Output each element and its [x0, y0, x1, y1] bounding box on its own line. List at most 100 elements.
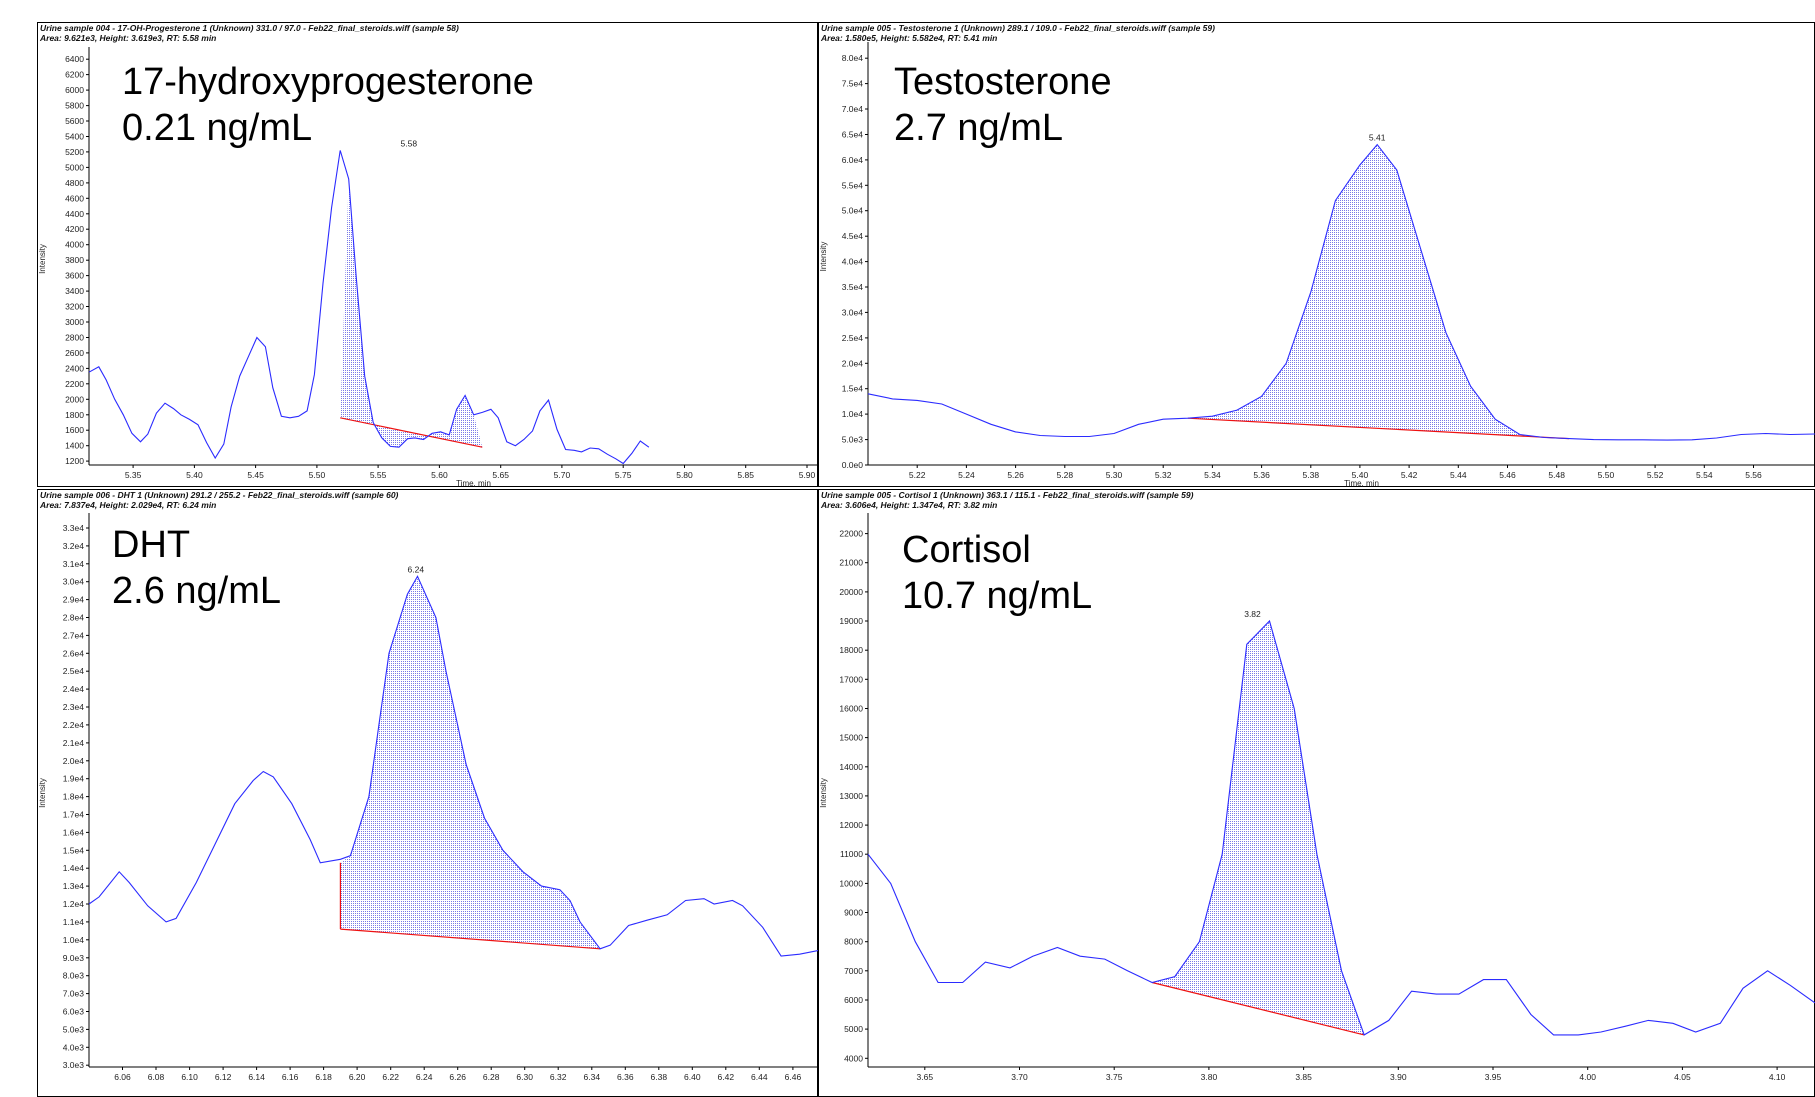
x-tick-label: 3.85 [1295, 1072, 1312, 1082]
x-tick-label: 6.18 [315, 1072, 332, 1082]
y-tick-label: 2200 [65, 379, 84, 389]
chromatogram-trace [867, 143, 1815, 441]
y-tick-label: 9.0e3 [63, 953, 85, 963]
peak-area [1152, 621, 1365, 1035]
analyte-concentration: 10.7 ng/mL [902, 575, 1093, 617]
x-tick-label: 5.90 [799, 470, 816, 480]
y-axis-title: Intensity [819, 778, 828, 808]
analyte-annotation: 17-hydroxyprogesterone 0.21 ng/mL [122, 59, 534, 151]
x-tick-label: 5.45 [247, 470, 264, 480]
x-tick-label: 4.05 [1674, 1072, 1691, 1082]
y-tick-label: 12000 [839, 820, 863, 830]
x-tick-label: 6.14 [248, 1072, 265, 1082]
y-tick-label: 5400 [65, 132, 84, 142]
y-tick-label: 11000 [840, 849, 863, 859]
y-tick-label: 6000 [844, 995, 863, 1005]
y-tick-label: 3800 [65, 255, 84, 265]
chromatogram-trace [88, 150, 650, 465]
y-tick-label: 2800 [65, 333, 84, 343]
y-tick-label: 18000 [839, 645, 863, 655]
x-tick-label: 6.36 [617, 1072, 634, 1082]
y-tick-label: 4400 [65, 209, 84, 219]
chart-svg-dht: 3.0e3 4.0e3 5.0e3 6.0e3 7.0e3 8.0e3 9.0e3 1.0e4… [37, 489, 818, 1097]
y-tick-label: 19000 [839, 616, 863, 626]
analyte-name: Testosterone [894, 61, 1112, 103]
y-tick-label: 0.0e0 [842, 460, 864, 470]
y-tick-label: 3600 [65, 271, 84, 281]
x-tick-label: 5.40 [186, 470, 203, 480]
y-tick-label: 2.7e4 [63, 630, 85, 640]
y-tick-label: 5000 [65, 162, 84, 172]
x-tick-label: 5.80 [676, 470, 693, 480]
analyte-annotation: Testosterone 2.7 ng/mL [894, 59, 1112, 151]
x-tick-label: 5.75 [615, 470, 632, 480]
y-tick-label: 2.6e4 [63, 648, 85, 658]
chart-svg-17ohp: 1200 1400 1600 1800 2000 2200 2400 2600 2800 3000… [37, 22, 818, 487]
chart-header-line2: Area: 1.580e5, Height: 5.582e4, RT: 5.41… [821, 33, 998, 43]
y-tick-label: 15000 [839, 733, 863, 743]
x-tick-label: 6.08 [148, 1072, 165, 1082]
x-tick-label: 5.52 [1647, 470, 1664, 480]
x-tick-label: 6.40 [684, 1072, 701, 1082]
x-tick-label: 6.32 [550, 1072, 567, 1082]
chromatogram-trace [88, 575, 818, 957]
peak-rt-label: 6.24 [408, 564, 425, 574]
y-tick-label: 6.0e3 [63, 1007, 85, 1017]
y-tick-label: 2.4e4 [63, 684, 85, 694]
y-tick-label: 21000 [839, 558, 863, 568]
x-tick-label: 3.80 [1201, 1072, 1218, 1082]
x-tick-label: 6.46 [785, 1072, 802, 1082]
panel-frame [37, 22, 818, 487]
y-tick-label: 1800 [65, 410, 84, 420]
x-tick-label: 6.22 [382, 1072, 399, 1082]
y-tick-label: 6400 [65, 54, 84, 64]
y-tick-label: 10000 [839, 878, 863, 888]
x-tick-label: 5.24 [958, 470, 975, 480]
chromatogram-trace [867, 619, 1815, 1036]
analyte-concentration: 2.6 ng/mL [112, 570, 281, 612]
peak-rt-label: 5.41 [1369, 133, 1386, 143]
chart-panel-cortisol: 4000 5000 6000 7000 8000 9000 10000 11000 12000 1… [818, 489, 1815, 1097]
y-tick-label: 8.0e4 [842, 53, 864, 63]
y-tick-label: 2.2e4 [63, 720, 85, 730]
x-tick-label: 3.65 [917, 1072, 934, 1082]
chart-header-line2: Area: 3.606e4, Height: 1.347e4, RT: 3.82… [821, 500, 998, 510]
x-tick-label: 5.40 [1352, 470, 1369, 480]
y-tick-label: 2400 [65, 363, 84, 373]
y-tick-label: 2.0e4 [842, 358, 864, 368]
x-tick-label: 5.50 [309, 470, 326, 480]
y-tick-label: 3.0e4 [842, 307, 864, 317]
y-tick-label: 7.0e3 [63, 989, 85, 999]
x-tick-label: 3.90 [1390, 1072, 1407, 1082]
x-tick-label: 5.56 [1745, 470, 1762, 480]
y-tick-label: 2000 [65, 394, 84, 404]
y-tick-label: 17000 [839, 674, 863, 684]
chart-svg-testosterone: 0.0e0 5.0e3 1.0e4 1.5e4 2.0e4 2.5e4 3.0e4 3.5e4… [818, 22, 1815, 487]
x-tick-label: 4.10 [1769, 1072, 1786, 1082]
x-tick-label: 6.16 [282, 1072, 299, 1082]
y-tick-label: 5000 [844, 1024, 863, 1034]
chart-header-line1: Urine sample 004 - 17-OH-Progesterone 1 … [40, 23, 459, 33]
y-tick-label: 1.6e4 [63, 827, 85, 837]
y-tick-label: 2.9e4 [63, 595, 85, 605]
y-tick-label: 1.5e4 [63, 845, 85, 855]
y-tick-label: 1.0e4 [842, 409, 864, 419]
chart-panel-testosterone: 0.0e0 5.0e3 1.0e4 1.5e4 2.0e4 2.5e4 3.0e4 3.5e4… [818, 22, 1815, 487]
y-tick-label: 1.4e4 [63, 863, 85, 873]
y-tick-label: 2.5e4 [63, 666, 85, 676]
y-tick-label: 3.0e3 [63, 1060, 85, 1070]
chart-header-line1: Urine sample 006 - DHT 1 (Unknown) 291.2… [40, 490, 399, 500]
x-tick-label: 5.22 [909, 470, 926, 480]
y-tick-label: 4200 [65, 224, 84, 234]
y-tick-label: 5600 [65, 116, 84, 126]
y-tick-label: 4000 [844, 1053, 863, 1063]
y-tick-label: 5.0e3 [842, 435, 864, 445]
y-tick-label: 1.8e4 [63, 792, 85, 802]
y-tick-label: 5200 [65, 147, 84, 157]
y-axis-title: Intensity [819, 242, 828, 272]
peak-area [1187, 144, 1569, 439]
y-tick-label: 1.2e4 [63, 899, 85, 909]
integration-baseline [1151, 981, 1365, 1036]
analyte-name: DHT [112, 524, 191, 566]
peak-area [340, 179, 483, 448]
